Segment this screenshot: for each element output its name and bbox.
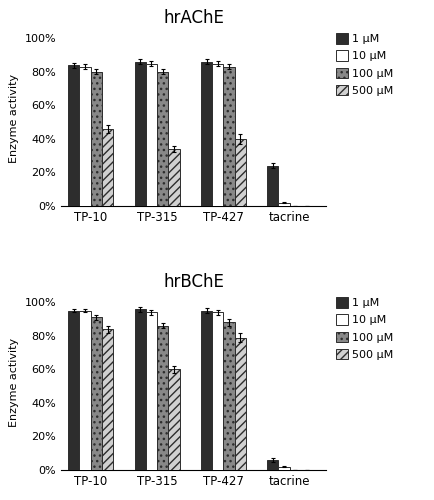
Bar [278, 202, 289, 206]
Bar [266, 166, 278, 206]
Bar [145, 312, 157, 470]
Bar [278, 466, 289, 470]
Bar [68, 311, 79, 470]
Bar [168, 370, 179, 470]
Bar [91, 72, 102, 206]
Title: hrAChE: hrAChE [163, 9, 224, 27]
Bar [201, 62, 212, 206]
Bar [145, 64, 157, 206]
Title: hrBChE: hrBChE [163, 273, 224, 291]
Bar [79, 67, 91, 206]
Bar [68, 65, 79, 206]
Bar [212, 64, 223, 206]
Bar [157, 72, 168, 206]
Bar [102, 329, 113, 470]
Bar [234, 139, 245, 206]
Y-axis label: Enzyme activity: Enzyme activity [9, 74, 19, 162]
Bar [234, 338, 245, 470]
Bar [79, 311, 91, 470]
Legend: 1 μM, 10 μM, 100 μM, 500 μM: 1 μM, 10 μM, 100 μM, 500 μM [334, 32, 394, 97]
Bar [212, 312, 223, 470]
Bar [102, 129, 113, 206]
Bar [134, 62, 145, 206]
Bar [157, 326, 168, 470]
Y-axis label: Enzyme activity: Enzyme activity [9, 338, 19, 426]
Bar [91, 318, 102, 470]
Bar [223, 67, 234, 206]
Bar [168, 149, 179, 206]
Bar [223, 322, 234, 470]
Legend: 1 μM, 10 μM, 100 μM, 500 μM: 1 μM, 10 μM, 100 μM, 500 μM [334, 296, 394, 361]
Bar [134, 309, 145, 470]
Bar [201, 311, 212, 470]
Bar [266, 460, 278, 470]
